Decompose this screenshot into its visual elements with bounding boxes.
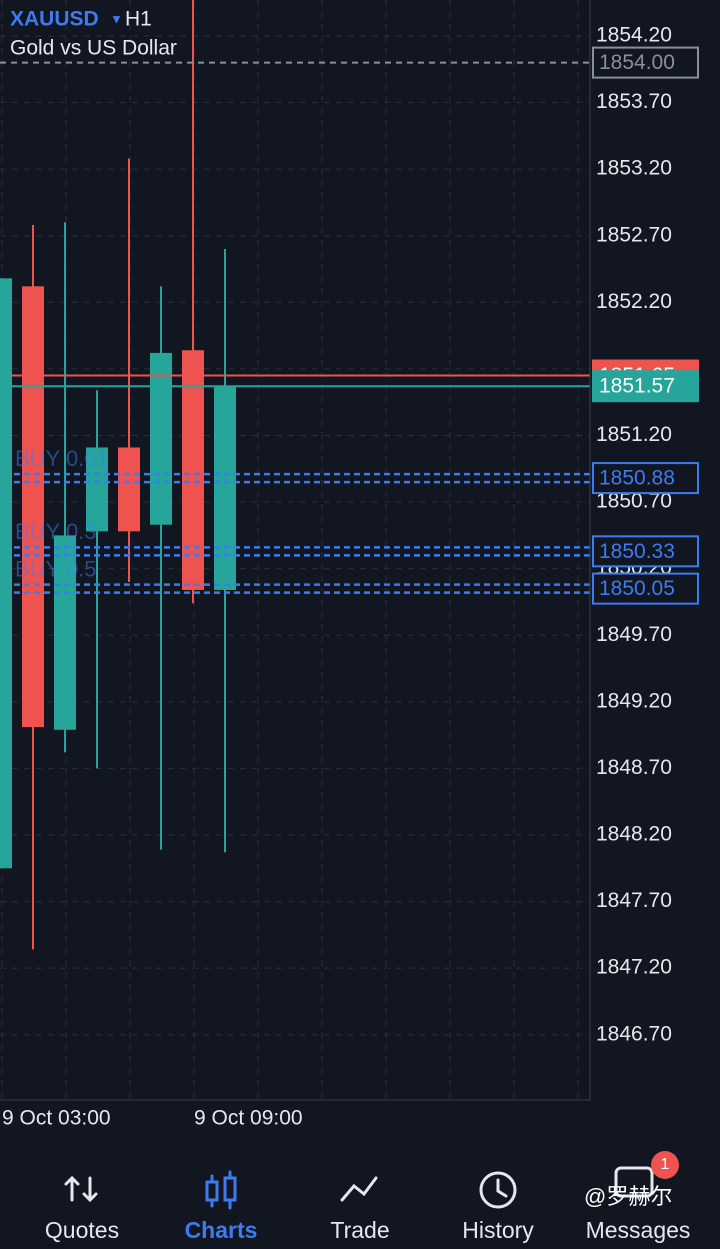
y-tick-label: 1849.70 bbox=[596, 623, 672, 646]
order-tag: BUY 0.5 bbox=[15, 556, 97, 581]
y-tick-label: 1852.70 bbox=[596, 223, 672, 246]
symbol[interactable]: XAUUSD bbox=[10, 8, 99, 31]
price-label: 1850.88 bbox=[599, 467, 675, 490]
y-tick-label: 1848.20 bbox=[596, 823, 672, 846]
y-tick-label: 1849.20 bbox=[596, 689, 672, 712]
candle-body bbox=[214, 386, 236, 590]
y-tick-label: 1847.20 bbox=[596, 956, 672, 979]
candle-body bbox=[0, 278, 12, 869]
y-tick-label: 1854.20 bbox=[596, 24, 672, 47]
badge bbox=[651, 1151, 679, 1179]
price-label-box bbox=[592, 370, 699, 403]
trade-icon[interactable] bbox=[340, 1176, 378, 1202]
y-tick-label: 1853.20 bbox=[596, 157, 672, 180]
price-label: 1854.00 bbox=[599, 51, 675, 74]
history-hands bbox=[496, 1178, 508, 1198]
x-tick-label: 9 Oct 03:00 bbox=[2, 1107, 111, 1130]
messages-icon[interactable] bbox=[614, 1166, 654, 1198]
x-tick-label: 9 Oct 09:00 bbox=[194, 1107, 303, 1130]
history-icon[interactable] bbox=[479, 1171, 517, 1209]
price-label-box bbox=[592, 462, 699, 495]
order-tag: BUY 0.01 bbox=[15, 446, 109, 471]
price-label: 1850.33 bbox=[599, 540, 675, 563]
nav-label[interactable]: Trade bbox=[330, 1217, 389, 1243]
nav-label[interactable]: History bbox=[462, 1217, 534, 1243]
badge-count: 1 bbox=[661, 1156, 670, 1173]
order-tag: BUY 0.3 bbox=[15, 519, 97, 544]
candle-body bbox=[118, 447, 140, 532]
price-label-box bbox=[592, 46, 699, 79]
y-tick-label: 1847.70 bbox=[596, 889, 672, 912]
nav-icons bbox=[64, 1166, 654, 1210]
y-tick-label: 1853.70 bbox=[596, 90, 672, 113]
candle-body bbox=[150, 352, 172, 525]
plot bbox=[0, 0, 590, 1100]
y-tick-label: 1851.20 bbox=[596, 423, 672, 446]
charts-icon-body bbox=[205, 1180, 219, 1202]
nav-label[interactable]: Messages bbox=[586, 1217, 691, 1243]
y-tick-label: 1852.20 bbox=[596, 290, 672, 313]
bottom-nav: Quotes Charts Trade History Messages bbox=[45, 1217, 690, 1243]
candle-body bbox=[86, 447, 108, 532]
dropdown-caret[interactable]: ▼ bbox=[110, 11, 123, 26]
candle-body bbox=[182, 350, 204, 590]
price-label: 1851.57 bbox=[599, 375, 675, 398]
timeframe[interactable]: H1 bbox=[125, 8, 152, 31]
y-tick-label: 1848.70 bbox=[596, 756, 672, 779]
watermark: @罗赫尔 bbox=[584, 1184, 672, 1209]
price-label: 1850.05 bbox=[599, 577, 675, 600]
quotes-icon[interactable] bbox=[64, 1175, 98, 1203]
candle-body bbox=[22, 286, 44, 728]
charts-icon-body bbox=[223, 1176, 237, 1202]
price-label-box bbox=[592, 535, 699, 568]
nav-label[interactable]: Quotes bbox=[45, 1217, 119, 1243]
nav-label[interactable]: Charts bbox=[185, 1217, 258, 1243]
y-tick-label: 1846.70 bbox=[596, 1022, 672, 1045]
y-tick-label: 1850.70 bbox=[596, 490, 672, 513]
price-label-box bbox=[592, 572, 699, 605]
description: Gold vs US Dollar bbox=[10, 37, 177, 60]
